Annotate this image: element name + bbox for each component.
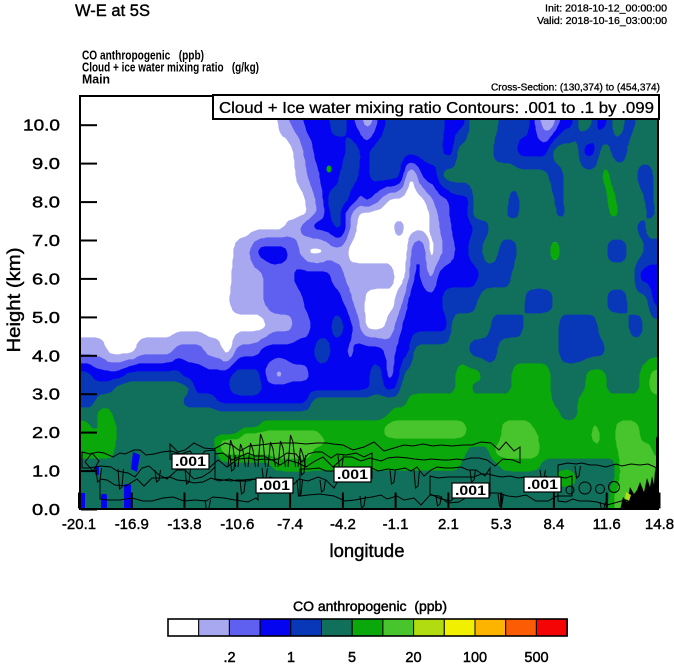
svg-text:100: 100 xyxy=(463,650,487,666)
svg-text:CO anthropogenic (ppb): CO anthropogenic (ppb) xyxy=(293,598,447,614)
svg-text:500: 500 xyxy=(524,650,548,666)
svg-text:10.0: 10.0 xyxy=(23,118,60,135)
svg-text:W-E at 5S: W-E at 5S xyxy=(75,2,150,20)
svg-text:20: 20 xyxy=(405,650,421,666)
svg-text:.001: .001 xyxy=(527,477,559,492)
svg-text:7.0: 7.0 xyxy=(32,233,60,250)
svg-text:Init: 2018-10-12_00:00:00: Init: 2018-10-12_00:00:00 xyxy=(545,4,667,15)
svg-text:.001: .001 xyxy=(455,483,487,498)
svg-text:longitude: longitude xyxy=(330,541,405,561)
svg-text:5.3: 5.3 xyxy=(491,516,512,533)
svg-text:-16.9: -16.9 xyxy=(115,516,149,533)
svg-text:3.0: 3.0 xyxy=(32,387,60,404)
svg-text:.2: .2 xyxy=(223,650,235,666)
svg-text:Height (km): Height (km) xyxy=(4,248,24,353)
svg-text:0.0: 0.0 xyxy=(32,502,60,519)
svg-text:Cross-Section: (130,374) to (4: Cross-Section: (130,374) to (454,374) xyxy=(491,83,660,94)
svg-text:5.0: 5.0 xyxy=(32,310,60,327)
svg-text:8.0: 8.0 xyxy=(32,195,60,212)
svg-text:-10.6: -10.6 xyxy=(220,516,254,533)
svg-text:2.1: 2.1 xyxy=(438,516,459,533)
svg-text:.001: .001 xyxy=(175,454,207,469)
svg-text:.001: .001 xyxy=(337,467,369,482)
svg-text:14.8: 14.8 xyxy=(645,516,674,533)
svg-text:5: 5 xyxy=(348,650,356,666)
svg-text:-4.2: -4.2 xyxy=(330,516,356,533)
svg-text:1: 1 xyxy=(287,650,295,666)
svg-text:.001: .001 xyxy=(259,478,291,493)
svg-text:6.0: 6.0 xyxy=(32,271,60,288)
svg-text:Main: Main xyxy=(82,73,110,87)
svg-text:2.0: 2.0 xyxy=(32,425,60,442)
svg-text:9.0: 9.0 xyxy=(32,156,60,173)
svg-text:Valid: 2018-10-16_03:00:00: Valid: 2018-10-16_03:00:00 xyxy=(537,16,667,27)
svg-text:1.0: 1.0 xyxy=(32,464,60,481)
svg-text:8.4: 8.4 xyxy=(543,516,564,533)
svg-text:-13.8: -13.8 xyxy=(167,516,201,533)
svg-text:-7.4: -7.4 xyxy=(277,516,303,533)
svg-text:11.6: 11.6 xyxy=(593,516,621,533)
svg-text:4.0: 4.0 xyxy=(32,348,60,365)
svg-text:Cloud + ice water mixing ratio: Cloud + ice water mixing ratio (g/kg) xyxy=(82,61,259,75)
svg-text:-20.1: -20.1 xyxy=(62,516,96,533)
svg-text:-1.1: -1.1 xyxy=(383,516,409,533)
svg-text:CO anthropogenic (ppb): CO anthropogenic (ppb) xyxy=(82,49,204,63)
svg-text:Cloud + Ice water mixing ratio: Cloud + Ice water mixing ratio Contours:… xyxy=(219,100,654,117)
